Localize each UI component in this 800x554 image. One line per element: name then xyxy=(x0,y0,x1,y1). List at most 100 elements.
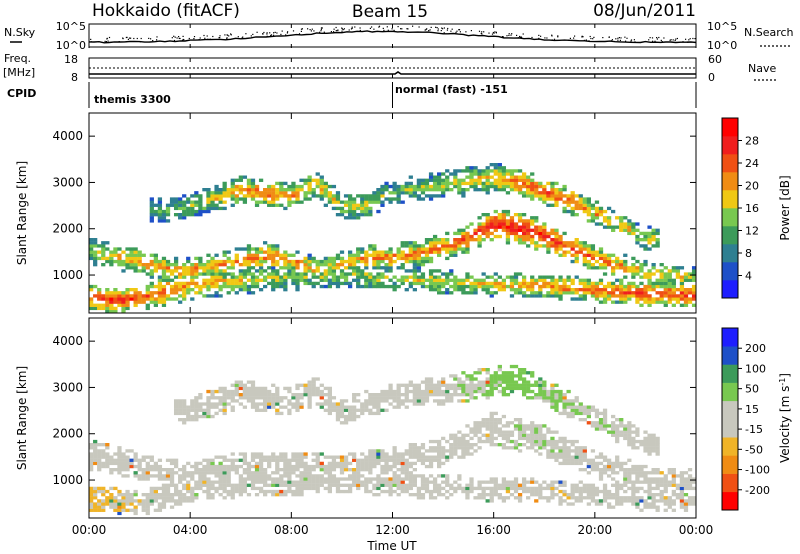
heatmap-cell xyxy=(109,306,114,311)
radar-title: Hokkaido (fitACF) xyxy=(92,1,240,21)
heatmap-cell xyxy=(404,458,409,462)
heatmap-cell xyxy=(89,455,94,459)
heatmap-cell xyxy=(105,306,110,311)
heatmap-cell xyxy=(457,169,462,173)
heatmap-cell xyxy=(287,489,292,494)
heatmap-cell xyxy=(198,396,203,400)
heatmap-cell xyxy=(222,275,227,279)
heatmap-cell xyxy=(182,213,187,217)
heatmap-cell xyxy=(319,194,324,198)
heatmap-cell xyxy=(101,247,106,251)
heatmap-cell xyxy=(222,411,227,416)
heatmap-cell xyxy=(667,505,672,509)
heatmap-cell xyxy=(550,278,555,282)
heatmap-cell xyxy=(683,477,689,481)
heatmap-cell xyxy=(687,291,693,295)
heatmap-cell xyxy=(562,439,567,444)
heatmap-cell xyxy=(501,216,507,220)
heatmap-cell xyxy=(615,464,620,469)
heatmap-cell xyxy=(376,191,381,195)
heatmap-cell xyxy=(129,297,134,301)
heatmap-cell xyxy=(445,483,450,487)
heatmap-cell xyxy=(420,396,426,400)
heatmap-cell xyxy=(457,228,462,232)
heatmap-cell xyxy=(574,399,579,403)
heatmap-cell xyxy=(509,493,515,497)
heatmap-cell xyxy=(441,402,446,406)
heatmap-cell xyxy=(319,188,324,192)
heatmap-cell xyxy=(388,402,393,406)
heatmap-cell xyxy=(554,408,559,412)
heatmap-cell xyxy=(210,256,215,261)
heatmap-cell xyxy=(538,439,543,444)
heatmap-cell xyxy=(360,483,365,487)
heatmap-cell xyxy=(384,250,389,254)
heatmap-cell xyxy=(497,234,502,239)
heatmap-cell xyxy=(182,194,187,198)
heatmap-cell xyxy=(222,399,227,403)
heatmap-cell xyxy=(327,256,332,261)
heatmap-cell xyxy=(501,175,507,179)
heatmap-cell xyxy=(157,284,163,289)
heatmap-cell xyxy=(441,461,446,466)
heatmap-cell xyxy=(598,461,604,466)
heatmap-cell xyxy=(481,281,486,286)
heatmap-cell xyxy=(570,191,575,195)
heatmap-cell xyxy=(263,468,268,472)
heatmap-cell xyxy=(376,200,381,204)
heatmap-cell xyxy=(271,197,276,201)
heatmap-cell xyxy=(356,253,361,257)
heatmap-cell xyxy=(691,294,697,298)
nsearch-point xyxy=(310,30,312,32)
nsearch-point xyxy=(458,29,461,31)
heatmap-cell xyxy=(214,486,219,491)
heatmap-cell xyxy=(307,256,312,261)
heatmap-cell xyxy=(392,259,397,264)
heatmap-cell xyxy=(364,461,369,466)
heatmap-cell xyxy=(469,452,474,456)
nsearch-point xyxy=(443,27,445,29)
heatmap-cell xyxy=(141,458,146,462)
heatmap-cell xyxy=(352,256,357,261)
heatmap-cell xyxy=(291,275,296,279)
heatmap-cell xyxy=(485,184,490,189)
heatmap-cell xyxy=(615,284,620,289)
heatmap-cell xyxy=(263,250,268,254)
heatmap-cell xyxy=(323,256,328,261)
heatmap-cell xyxy=(303,191,308,195)
heatmap-cell xyxy=(501,389,507,394)
nsearch-point xyxy=(122,37,124,39)
heatmap-cell xyxy=(121,306,126,311)
heatmap-cell xyxy=(416,188,422,192)
freq-tick-top: 18 xyxy=(64,53,78,66)
heatmap-cell xyxy=(335,477,341,481)
heatmap-cell xyxy=(125,253,130,257)
heatmap-cell xyxy=(590,216,596,220)
heatmap-cell xyxy=(420,263,426,267)
heatmap-cell xyxy=(194,405,199,409)
heatmap-cell xyxy=(335,408,341,412)
heatmap-cell xyxy=(505,234,511,239)
heatmap-cell xyxy=(218,474,223,478)
heatmap-cell xyxy=(149,486,154,491)
heatmap-cell xyxy=(222,471,227,475)
heatmap-cell xyxy=(469,284,474,289)
heatmap-cell xyxy=(513,374,519,378)
heatmap-cell xyxy=(619,424,624,428)
heatmap-cell xyxy=(526,191,531,195)
heatmap-cell xyxy=(651,433,656,437)
heatmap-cell xyxy=(546,181,551,186)
nsearch-point xyxy=(694,41,696,44)
heatmap-cell xyxy=(469,483,474,487)
heatmap-cell xyxy=(190,399,195,403)
heatmap-cell xyxy=(428,288,434,292)
heatmap-cell xyxy=(481,213,486,217)
heatmap-cell xyxy=(356,284,361,289)
heatmap-cell xyxy=(457,443,462,447)
heatmap-cell xyxy=(619,483,624,487)
heatmap-cell xyxy=(639,486,644,491)
heatmap-cell xyxy=(513,281,519,286)
heatmap-cell xyxy=(493,281,498,286)
heatmap-cell xyxy=(606,458,612,462)
heatmap-cell xyxy=(153,489,158,494)
